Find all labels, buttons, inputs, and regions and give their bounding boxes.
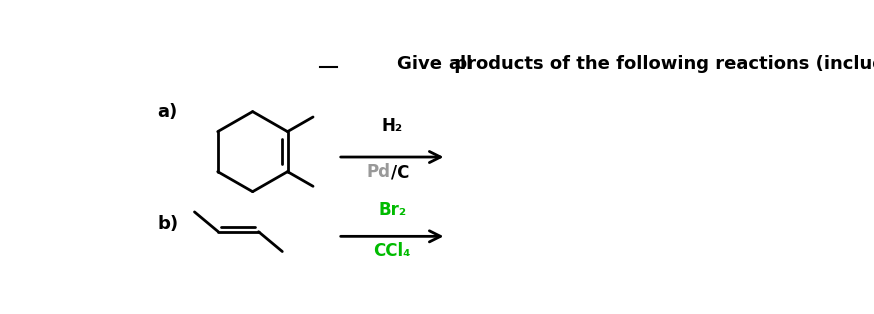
Text: Pd: Pd [366,163,391,181]
Text: CCl₄: CCl₄ [373,242,411,261]
Text: all: all [448,55,472,73]
Text: Give: Give [397,55,448,73]
Text: /C: /C [391,163,409,181]
Text: products of the following reactions (including stereoisomers): products of the following reactions (inc… [448,55,874,73]
Text: H₂: H₂ [382,117,403,135]
Text: b): b) [157,215,178,233]
Text: a): a) [157,103,177,121]
Text: Br₂: Br₂ [378,201,406,219]
